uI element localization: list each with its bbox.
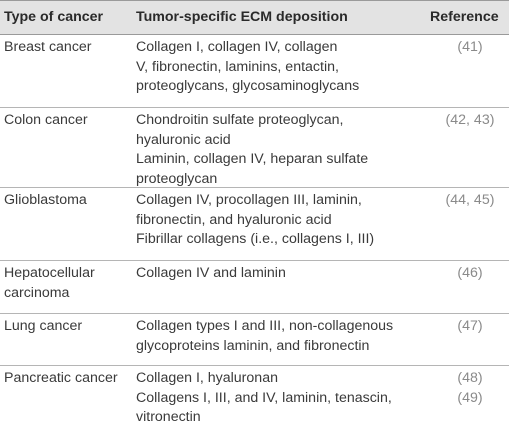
reference-link[interactable]: (41) bbox=[457, 39, 483, 55]
reference-cell: (48) (49) bbox=[430, 369, 509, 408]
ecm-deposition-line: proteoglycans, glycosaminoglycans bbox=[136, 78, 360, 94]
reference-link[interactable]: (49) bbox=[457, 389, 483, 406]
ecm-deposition-cell: Collagen types I and III, non-collagenou… bbox=[136, 317, 426, 356]
cancer-type-cell: Glioblastoma bbox=[4, 191, 129, 211]
reference-cell: (42, 43) bbox=[430, 111, 509, 131]
cancer-type-cell: Colon cancer bbox=[4, 111, 129, 131]
ecm-deposition-line: Fibrillar collagens (i.e., collagens I, … bbox=[136, 231, 375, 247]
ecm-deposition-line: Laminin, collagen IV, heparan sulfate bbox=[136, 151, 369, 167]
ecm-deposition-line: Collagen I, collagen IV, collagen bbox=[136, 39, 338, 55]
cancer-type-line: Lung cancer bbox=[4, 318, 83, 334]
cancer-type-line: Glioblastoma bbox=[4, 192, 87, 208]
row-divider bbox=[0, 107, 509, 108]
reference-link[interactable]: (47) bbox=[457, 318, 483, 334]
ecm-deposition-line: Collagens I, III, and IV, laminin, tenas… bbox=[136, 389, 392, 406]
ecm-deposition-cell: Chondroitin sulfate proteoglycan, hyaluro… bbox=[136, 111, 426, 189]
ecm-deposition-cell: Collagen IV, procollagen III, laminin, fi… bbox=[136, 191, 426, 250]
ecm-deposition-line: V, fibronectin, laminins, entactin, bbox=[136, 58, 339, 75]
row-divider bbox=[0, 313, 509, 314]
cancer-type-line: Pancreatic cancer bbox=[4, 370, 118, 386]
row-divider bbox=[0, 260, 509, 261]
reference-link[interactable]: (42, 43) bbox=[445, 112, 495, 128]
header-ecm-deposition: Tumor-specific ECM deposition bbox=[136, 9, 348, 25]
cancer-type-line: Colon cancer bbox=[4, 112, 88, 128]
table-header: Type of cancer Tumor-specific ECM deposi… bbox=[0, 0, 509, 35]
ecm-deposition-cell: Collagen I, collagen IV, collagen V, fibr… bbox=[136, 38, 426, 97]
reference-cell: (47) bbox=[430, 317, 509, 337]
ecm-deposition-cell: Collagen IV and laminin bbox=[136, 264, 426, 284]
ecm-deposition-line: glycoproteins laminin, and fibronectin bbox=[136, 337, 370, 354]
row-divider bbox=[0, 187, 509, 188]
ecm-deposition-line: Collagen types I and III, non-collagenou… bbox=[136, 318, 394, 334]
cancer-type-cell: Hepatocellular carcinoma bbox=[4, 264, 129, 303]
row-divider bbox=[0, 365, 509, 366]
cancer-type-line: Hepatocellular bbox=[4, 265, 95, 281]
cancer-type-cell: Lung cancer bbox=[4, 317, 129, 337]
cancer-type-line: carcinoma bbox=[4, 284, 70, 301]
ecm-deposition-line: fibronectin, and hyaluronic acid bbox=[136, 211, 332, 228]
ecm-deposition-line: Collagen IV, procollagen III, laminin, bbox=[136, 192, 362, 208]
cancer-type-line: Breast cancer bbox=[4, 39, 92, 55]
reference-link[interactable]: (44, 45) bbox=[445, 192, 495, 208]
cancer-type-cell: Breast cancer bbox=[4, 38, 129, 58]
reference-link[interactable]: (46) bbox=[457, 265, 483, 281]
ecm-deposition-cell: Collagen I, hyaluronan Collagens I, III, … bbox=[136, 369, 426, 428]
reference-cell: (44, 45) bbox=[430, 191, 509, 211]
ecm-deposition-line: proteoglycan bbox=[136, 170, 218, 187]
ecm-deposition-line: Chondroitin sulfate proteoglycan, bbox=[136, 112, 344, 128]
cancer-type-cell: Pancreatic cancer bbox=[4, 369, 129, 389]
ecm-deposition-line: hyaluronic acid bbox=[136, 131, 231, 148]
ecm-deposition-line: Collagen I, hyaluronan bbox=[136, 370, 278, 386]
ecm-deposition-line: Collagen IV and laminin bbox=[136, 265, 286, 281]
reference-cell: (46) bbox=[430, 264, 509, 284]
header-reference: Reference bbox=[430, 9, 499, 25]
header-type-of-cancer: Type of cancer bbox=[4, 9, 104, 25]
reference-cell: (41) bbox=[430, 38, 509, 58]
reference-link[interactable]: (48) bbox=[457, 370, 483, 386]
